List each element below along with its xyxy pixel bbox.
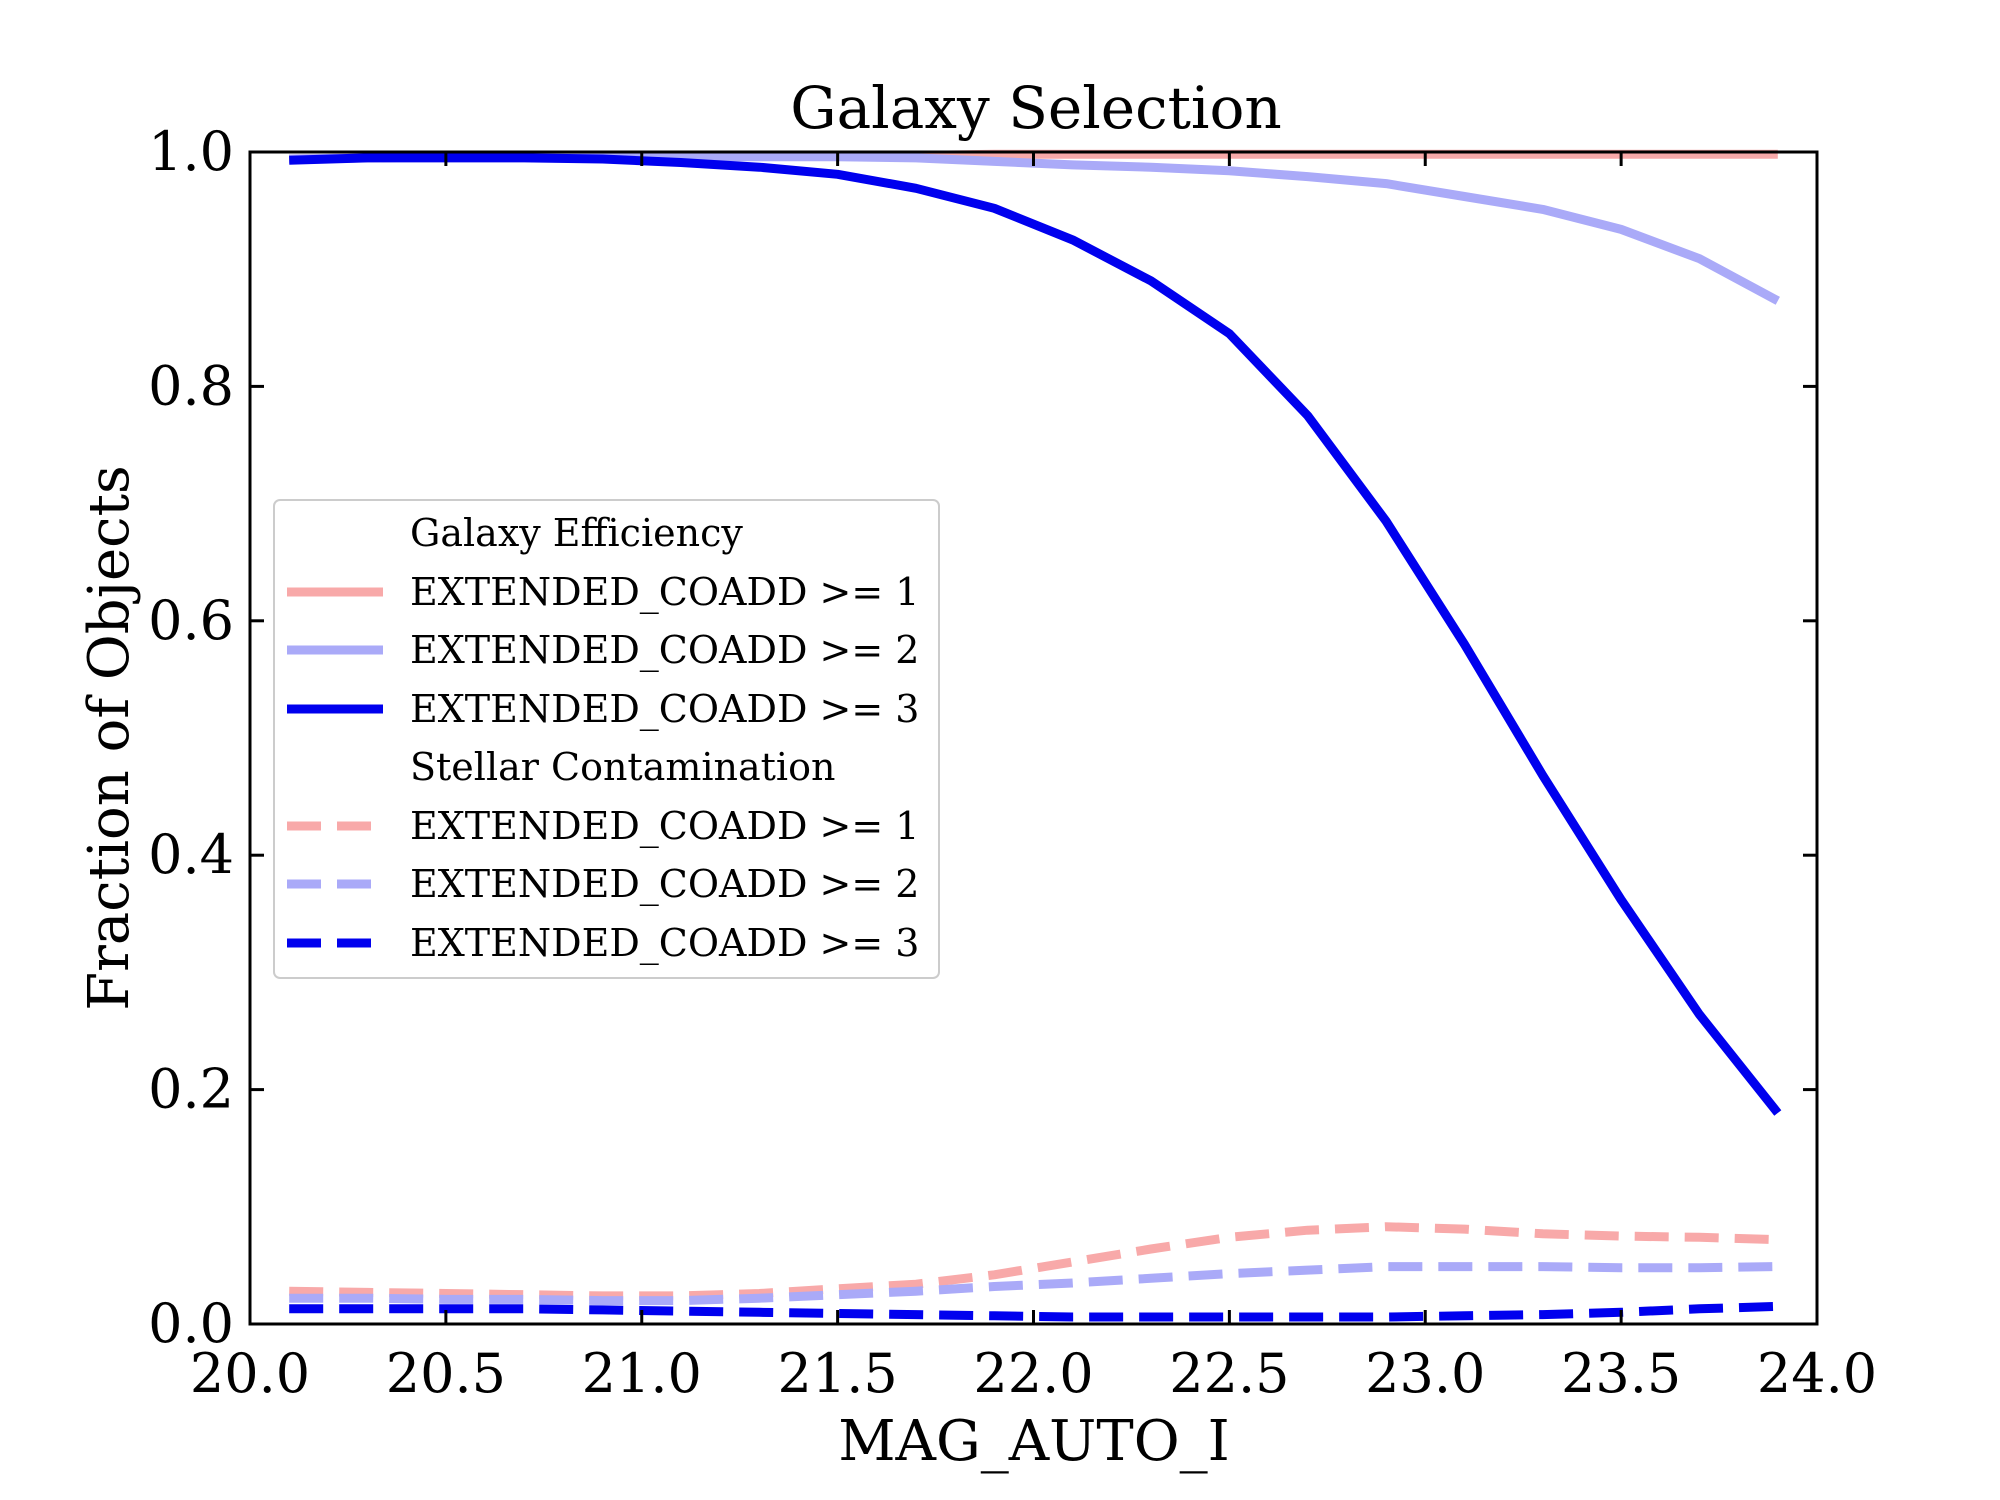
y-axis-title: Fraction of Objects [77, 465, 142, 1010]
x-tick-label: 20.5 [386, 1342, 506, 1405]
chart-title: Galaxy Selection [790, 74, 1282, 142]
y-tick-label: 0.6 [148, 589, 234, 652]
x-axis-title: MAG_AUTO_I [838, 1409, 1230, 1474]
legend: Galaxy Efficiency EXTENDED_COADD >= 1 EXTE… [273, 499, 940, 979]
legend-group-title: Stellar Contamination [410, 745, 835, 789]
y-tick-label: 0.4 [148, 823, 234, 886]
series-line-efficiency-3 [289, 153, 1782, 1116]
y-tick-label: 0.0 [148, 1292, 234, 1355]
legend-entry-label: EXTENDED_COADD >= 1 [410, 804, 919, 849]
legend-entry-label: EXTENDED_COADD >= 2 [410, 628, 919, 673]
legend-box [273, 499, 940, 979]
legend-group-title: Galaxy Efficiency [410, 511, 743, 555]
y-tick-label: 0.8 [148, 354, 234, 417]
legend-entry-label: EXTENDED_COADD >= 3 [410, 921, 919, 966]
ticks-layer: 20.0 20.5 21.0 21.5 22.0 22.5 23.0 23.5 24.0 0.0 0… [148, 120, 1877, 1405]
legend-entry-label: EXTENDED_COADD >= 1 [410, 570, 919, 615]
x-tick-label: 23.0 [1365, 1342, 1485, 1405]
x-tick-label: 24.0 [1757, 1342, 1877, 1405]
series-line-contamination-1 [289, 1222, 1778, 1301]
y-tick-label: 0.2 [148, 1058, 234, 1121]
x-tick-label: 22.5 [1169, 1342, 1289, 1405]
x-tick-label: 23.5 [1561, 1342, 1681, 1405]
x-tick-label: 22.0 [973, 1342, 1093, 1405]
y-tick-label: 1.0 [148, 120, 234, 183]
legend-entry-label: EXTENDED_COADD >= 3 [410, 687, 919, 732]
x-tick-label: 21.5 [778, 1342, 898, 1405]
x-tick-label: 20.0 [190, 1342, 310, 1405]
series-line-contamination-2 [289, 1262, 1778, 1306]
x-tick-label: 21.0 [582, 1342, 702, 1405]
legend-entry-label: EXTENDED_COADD >= 2 [410, 862, 919, 907]
